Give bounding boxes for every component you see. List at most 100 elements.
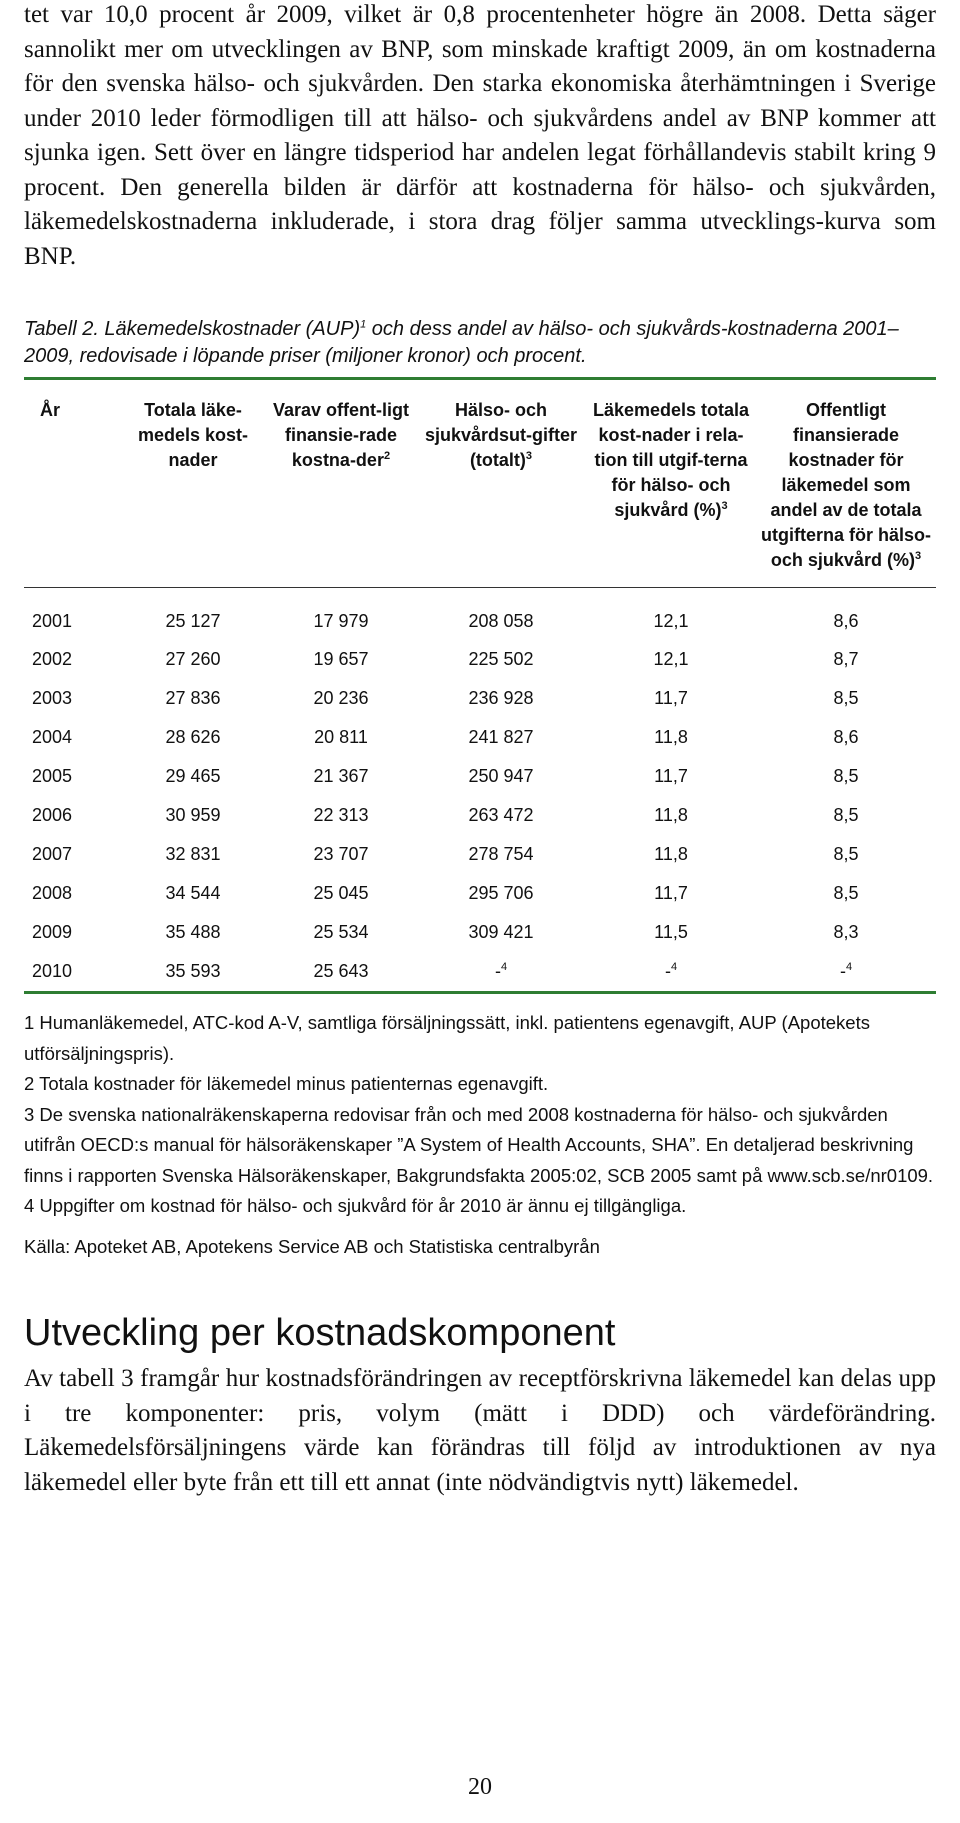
- table-cell: 8,6: [756, 588, 936, 641]
- cell-value: 11,8: [654, 844, 688, 864]
- table-cell: 21 367: [266, 757, 416, 796]
- section-heading: Utveckling per kostnadskomponent: [24, 1312, 616, 1354]
- cell-value: 8,5: [833, 688, 859, 708]
- table-cell: 225 502: [416, 640, 586, 679]
- cell-footnote-ref: 4: [670, 961, 678, 973]
- table-cell: 295 706: [416, 874, 586, 913]
- cell-value: 12,1: [653, 610, 689, 631]
- table-row: 2004 28 626 20 811 241 827 11,8 8,6: [24, 718, 936, 757]
- table-row: 2007 32 831 23 707 278 754 11,8 8,5: [24, 835, 936, 874]
- column-header-label: Läkemedels totala kost-nader i rela-tion…: [592, 400, 750, 520]
- cell-value: 25 045: [313, 883, 369, 903]
- cell-value: 2007: [32, 844, 73, 864]
- table-cell: 11,7: [586, 874, 756, 913]
- column-header-label: Totala läke-medels kost-nader: [137, 400, 249, 470]
- caption-prefix: Tabell 2. Läkemedelskostnader (AUP): [24, 318, 361, 340]
- cell-value: 309 421: [468, 922, 534, 942]
- column-header-label: År: [40, 400, 61, 420]
- cell-value: 2003: [32, 688, 73, 708]
- table-cell: 278 754: [416, 835, 586, 874]
- cell-value: 28 626: [165, 727, 221, 747]
- cell-value: 35 593: [165, 961, 221, 981]
- cell-value: 8,6: [833, 610, 859, 631]
- table-cell: 29 465: [120, 757, 266, 796]
- table-cell: 8,7: [756, 640, 936, 679]
- page-number: 20: [468, 1774, 492, 1800]
- cell-value: 2004: [32, 727, 73, 747]
- table-cell: 34 544: [120, 874, 266, 913]
- cell-value: 295 706: [468, 883, 534, 903]
- cell-value: -: [664, 961, 671, 981]
- table-cell: 2005: [24, 757, 120, 796]
- column-header-footnote-ref: 2: [383, 450, 391, 462]
- table-cell: 8,5: [756, 874, 936, 913]
- table-cell: 19 657: [266, 640, 416, 679]
- table-cell: 241 827: [416, 718, 586, 757]
- cell-value: -: [839, 961, 846, 981]
- cell-value: 30 959: [165, 805, 221, 825]
- table-row: 2010 35 593 25 643 -4 -4 -4: [24, 952, 936, 994]
- table-cell: 12,1: [586, 588, 756, 641]
- cell-value: 25 643: [313, 961, 369, 981]
- table-cell: 25 643: [266, 952, 416, 994]
- table-row: 2009 35 488 25 534 309 421 11,5 8,3: [24, 913, 936, 952]
- intro-paragraph: tet var 10,0 procent år 2009, vilket är …: [24, 1, 936, 270]
- cell-value: 29 465: [165, 766, 221, 786]
- table-cell: 2009: [24, 913, 120, 952]
- column-header: Totala läke-medels kost-nader: [120, 392, 266, 588]
- column-header-label: Hälso- och sjukvårdsut-gifter (totalt): [424, 400, 578, 470]
- table-cell: -4: [416, 952, 586, 994]
- table-row: 2005 29 465 21 367 250 947 11,7 8,5: [24, 757, 936, 796]
- table-cell: 309 421: [416, 913, 586, 952]
- cell-value: 236 928: [468, 688, 534, 708]
- table-cell: 2002: [24, 640, 120, 679]
- cell-value: 11,7: [654, 766, 688, 786]
- cell-value: 21 367: [313, 766, 369, 786]
- table-cell: 11,8: [586, 835, 756, 874]
- cell-value: 25 127: [165, 610, 221, 631]
- cell-value: 263 472: [468, 805, 534, 825]
- table-cell: 12,1: [586, 640, 756, 679]
- table-cell: 25 534: [266, 913, 416, 952]
- cell-value: 2008: [32, 883, 73, 903]
- table-cell: 8,6: [756, 718, 936, 757]
- cell-value: 11,8: [654, 727, 688, 747]
- cell-value: 23 707: [313, 844, 369, 864]
- cell-value: 34 544: [165, 883, 221, 903]
- caption-suffix: och dess andel av hälso- och sjukvårds-k…: [24, 318, 899, 367]
- cell-value: 8,3: [833, 922, 859, 942]
- cell-value: 11,8: [654, 805, 688, 825]
- table-cell: 20 811: [266, 718, 416, 757]
- section-paragraph: Av tabell 3 framgår hur kostnadsförändri…: [24, 1365, 936, 1496]
- table-row: 2008 34 544 25 045 295 706 11,7 8,5: [24, 874, 936, 913]
- table-cell: 263 472: [416, 796, 586, 835]
- table-cell: 30 959: [120, 796, 266, 835]
- table-cell: 208 058: [416, 588, 586, 641]
- column-header: Läkemedels totala kost-nader i rela-tion…: [586, 392, 756, 588]
- table-cell: 8,3: [756, 913, 936, 952]
- footnote: 3 De svenska nationalräkenskaperna redov…: [24, 1103, 934, 1186]
- column-header-footnote-ref: 3: [525, 450, 533, 462]
- cell-value: 25 534: [313, 922, 369, 942]
- cell-value: 22 313: [313, 805, 369, 825]
- cell-value: 27 260: [165, 649, 221, 669]
- table-cell: 25 127: [120, 588, 266, 641]
- table-cell: 11,5: [586, 913, 756, 952]
- cell-value: 8,5: [833, 805, 859, 825]
- table-cell: 2007: [24, 835, 120, 874]
- table-cell: 2001: [24, 588, 120, 641]
- footnote: 2 Totala kostnader för läkemedel minus p…: [24, 1073, 549, 1094]
- footnotes: 1 Humanläkemedel, ATC-kod A-V, samtliga …: [24, 1008, 936, 1262]
- cell-value: 35 488: [165, 922, 221, 942]
- cell-value: 2010: [32, 961, 73, 981]
- cell-value: 11,7: [654, 688, 688, 708]
- table-cell: 11,7: [586, 679, 756, 718]
- table-cell: 22 313: [266, 796, 416, 835]
- cell-value: 8,5: [833, 766, 859, 786]
- cell-value: 2009: [32, 922, 73, 942]
- cell-value: 2002: [32, 649, 73, 669]
- table-cell: 2006: [24, 796, 120, 835]
- cell-value: 8,6: [833, 727, 859, 747]
- table-cell: 8,5: [756, 757, 936, 796]
- column-header-footnote-ref: 3: [721, 500, 728, 512]
